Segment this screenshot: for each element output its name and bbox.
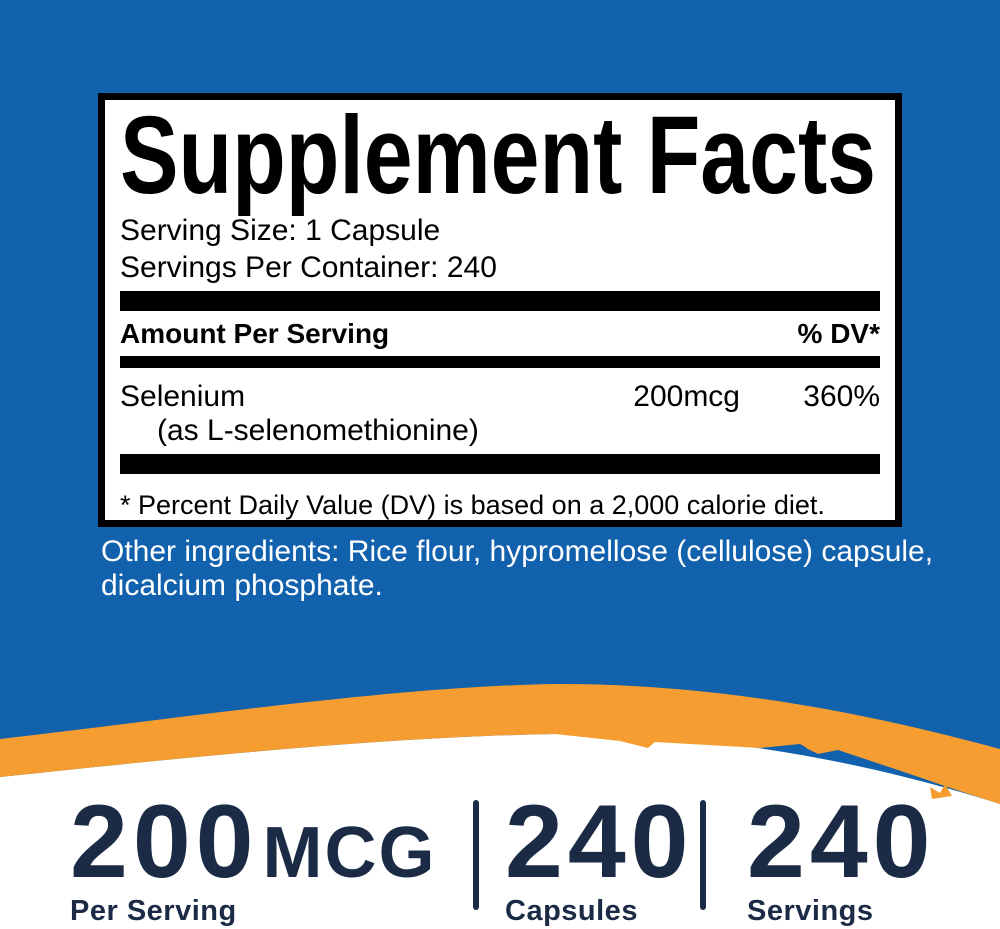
supplement-facts-title: Supplement Facts [120,94,876,217]
stat-capsules-label: Capsules [505,895,638,927]
nutrient-dv-percent: 360% [803,380,880,413]
divider-bar-bottom [120,454,880,474]
title-text: Supplement Facts [120,94,876,217]
percent-dv-header: % DV* [797,318,880,349]
other-ingredients-line1: Other ingredients: Rice flour, hypromell… [101,535,934,568]
other-ingredients: Other ingredients: Rice flour, hypromell… [101,535,981,603]
amount-per-serving-header: Amount Per Serving [120,318,390,349]
serving-size: Serving Size: 1 Capsule [120,214,441,247]
brush-splatter-mark [806,741,952,799]
stat-dosage-label: Per Serving [70,895,237,927]
stat-dosage: 200MCG Per Serving [70,790,460,928]
white-base-shape [0,733,1000,929]
orange-brush-stripe [0,683,1000,804]
divider-bar-top [120,291,880,311]
stat-servings-label: Servings [747,895,874,927]
nutrient-amount: 200mcg [633,380,740,413]
column-header-row: Amount Per Serving % DV* [120,311,880,356]
supplement-facts-panel: Supplement Facts Serving Size: 1 Capsule… [98,93,902,527]
servings-per-container: Servings Per Container: 240 [120,251,497,284]
stat-capsules-value: 240 [505,790,689,894]
nutrient-form: (as L-selenomethionine) [157,414,479,447]
stat-divider [700,800,706,910]
dosage-unit: MCG [262,813,437,893]
stats-bar: 200MCG Per Serving 240 Capsules 240 Serv… [0,790,1000,928]
other-ingredients-line2: dicalcium phosphate. [101,569,383,602]
stat-capsules: 240 Capsules [492,790,689,928]
capsules-number: 240 [505,784,694,900]
stat-dosage-value: 200MCG [70,790,460,894]
dv-footnote: * Percent Daily Value (DV) is based on a… [120,490,825,520]
nutrient-name: Selenium [120,380,246,413]
nutrient-row: Selenium 200mcg 360% [120,380,880,414]
dosage-number: 200 [70,784,259,900]
servings-number: 240 [747,784,936,900]
stat-servings-value: 240 [747,790,931,894]
stat-divider [473,800,479,910]
divider-bar-middle [120,356,880,368]
stat-servings: 240 Servings [719,790,931,928]
